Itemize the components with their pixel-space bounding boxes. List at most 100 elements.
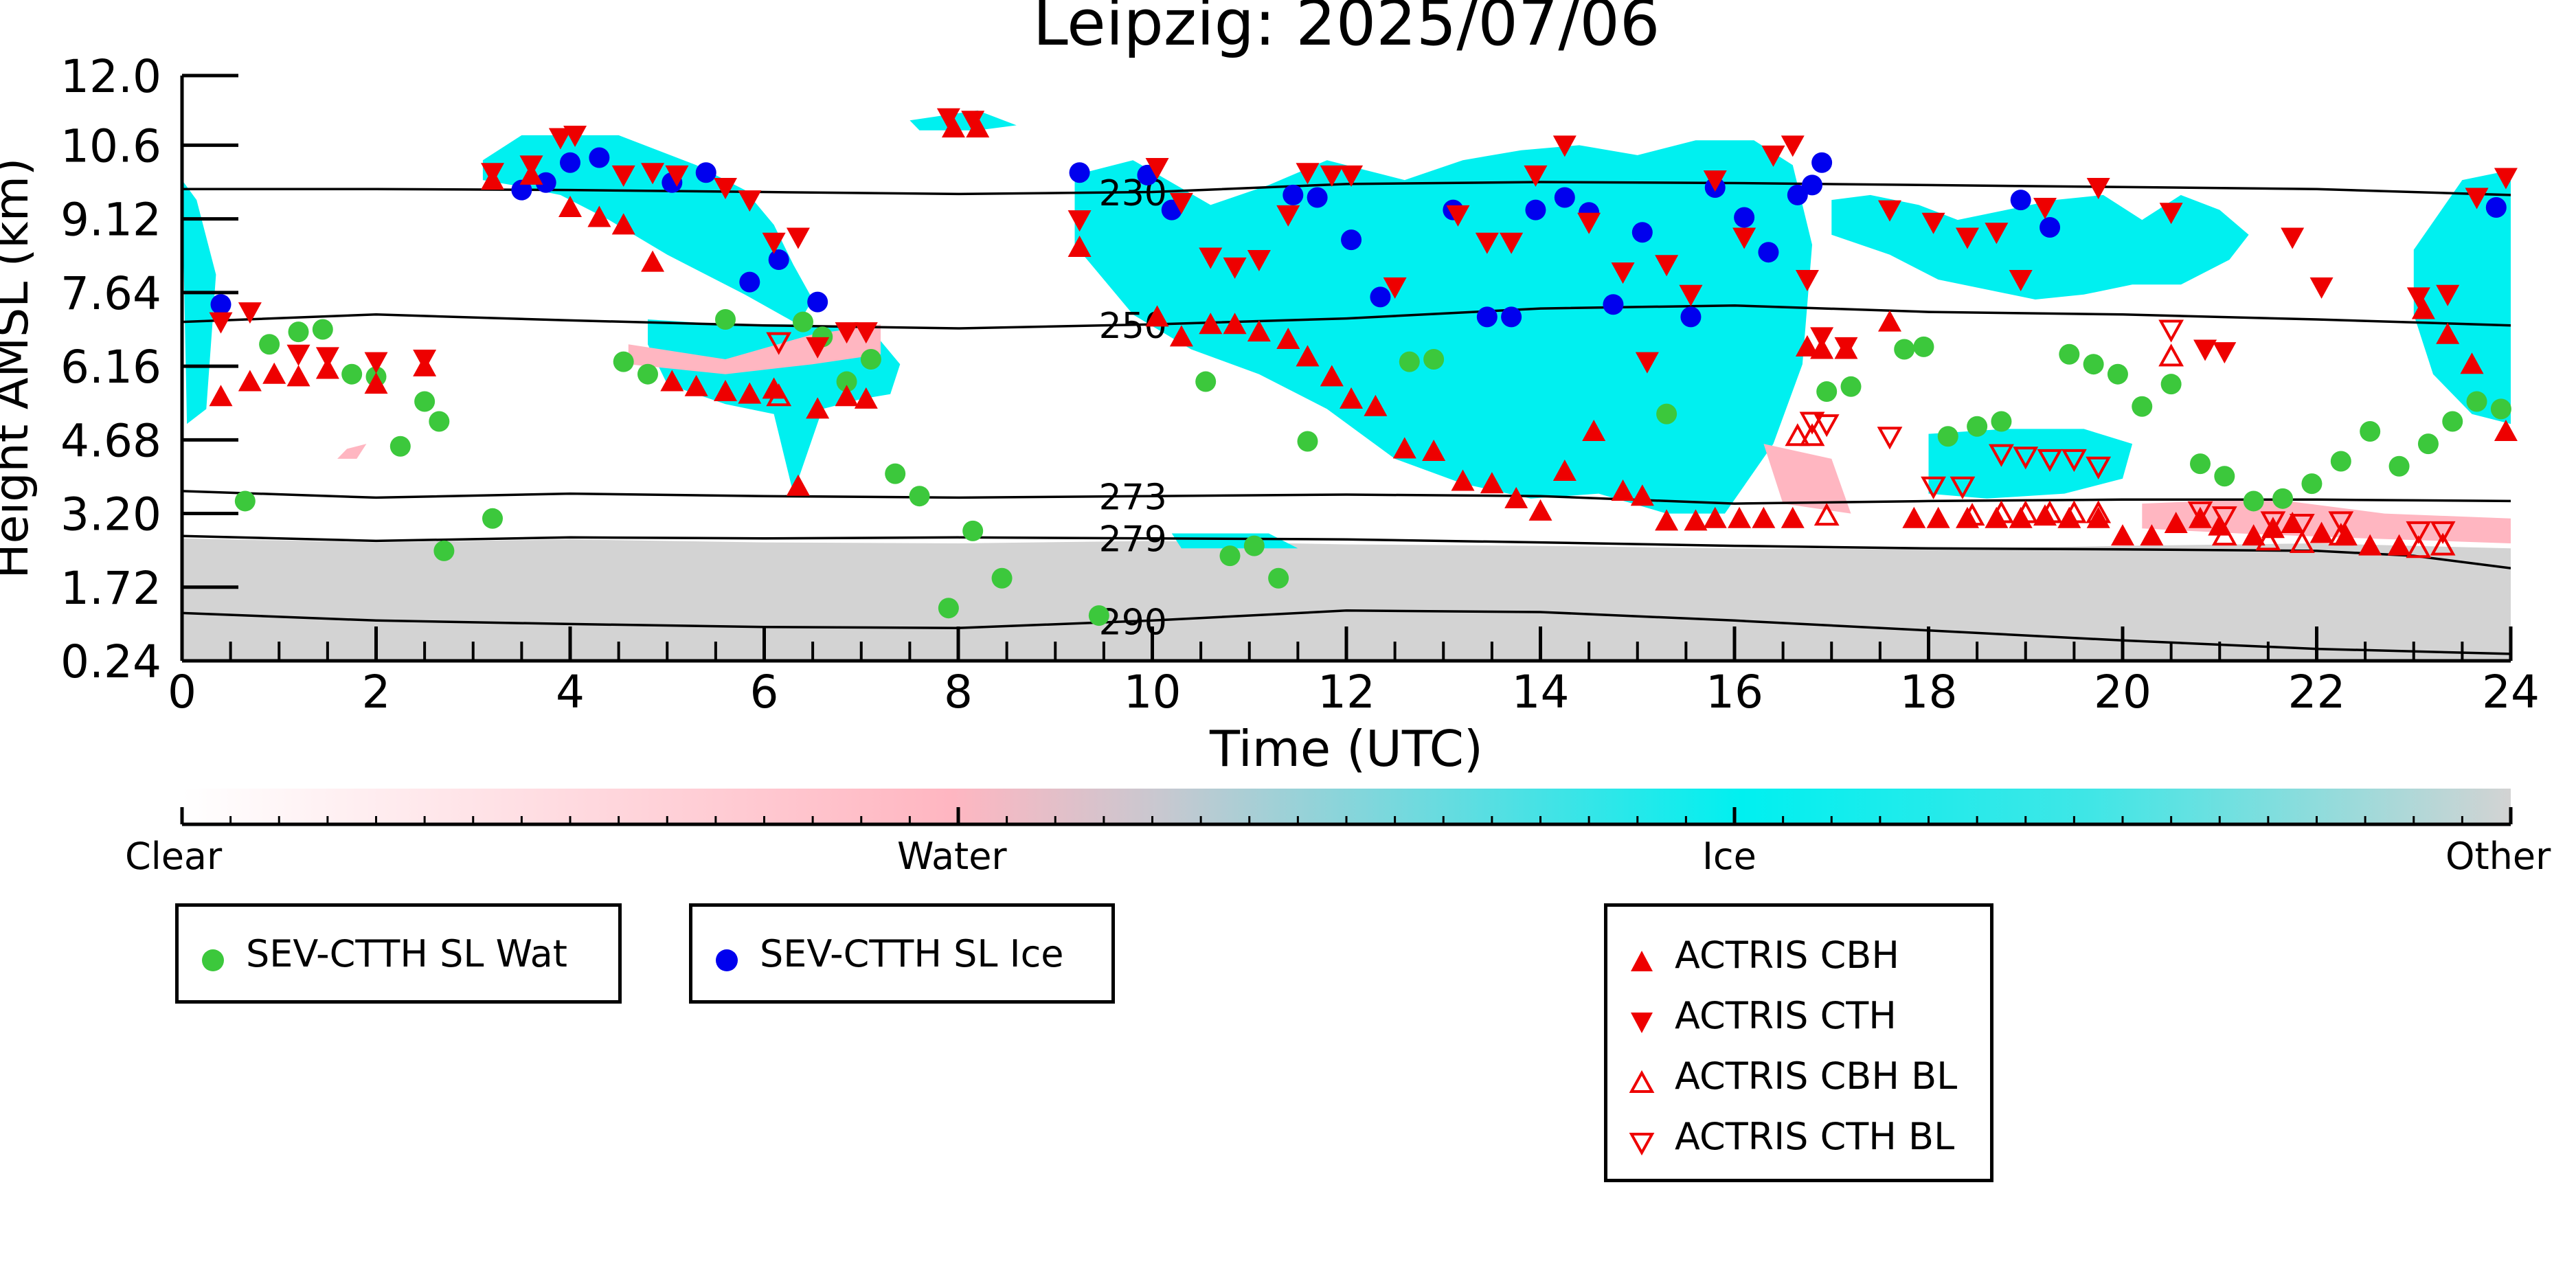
legend-label: ACTRIS CBH	[1675, 933, 1899, 977]
x-tick-label: 10	[1124, 666, 1182, 719]
sev-marker	[1307, 187, 1328, 208]
cbh-marker	[854, 387, 878, 409]
y-tick-label: 9.12	[60, 194, 161, 247]
cth-marker	[1199, 247, 1223, 269]
cth-marker	[1834, 337, 1858, 359]
cbh-bl-marker	[2086, 500, 2112, 523]
sev-marker	[2243, 490, 2264, 512]
cth-marker	[2009, 270, 2033, 292]
colorbar-label-clear: Clear	[125, 835, 223, 878]
cbh-marker	[1145, 305, 1169, 327]
y-tick-label: 7.64	[60, 267, 161, 320]
legend-item: ACTRIS CTH	[1628, 993, 1897, 1037]
cbh-marker	[2164, 512, 2188, 534]
sev-marker	[2190, 453, 2211, 475]
sev-marker	[2132, 396, 2153, 417]
sev-marker	[259, 334, 280, 355]
cth-bl-marker	[2328, 511, 2354, 534]
x-axis-label: Time (UTC)	[1209, 720, 1483, 778]
legend-label: ACTRIS CTH	[1675, 993, 1897, 1037]
contour-label: 290	[1099, 602, 1167, 643]
x-tick-label: 12	[1318, 666, 1375, 719]
sev-marker	[1370, 286, 1391, 308]
cbh-marker	[1703, 506, 1727, 528]
triangle-up-open-icon	[1628, 1062, 1656, 1093]
cth-marker	[2086, 178, 2110, 200]
sev-marker	[429, 411, 450, 432]
triangle-down-icon	[1628, 1002, 1656, 1033]
sev-marker	[991, 567, 1013, 589]
cth-marker	[1703, 170, 1727, 192]
sev-marker	[938, 598, 959, 619]
cbh-marker	[1781, 506, 1805, 528]
cth-marker	[1169, 192, 1193, 214]
x-tick-label: 2	[362, 666, 391, 719]
cth-marker	[1761, 145, 1785, 167]
cth-marker	[519, 155, 543, 177]
cbh-bl-marker	[1785, 423, 1811, 447]
region-ice	[909, 110, 1017, 131]
cth-marker	[2213, 342, 2237, 364]
cth-marker	[1956, 227, 1979, 249]
sev-marker	[312, 319, 333, 340]
contour-line	[182, 304, 2511, 330]
cbh-marker	[714, 380, 737, 402]
cbh-marker	[762, 377, 786, 399]
sev-marker	[2417, 433, 2439, 455]
cbh-marker	[1276, 327, 1300, 349]
sev-marker	[1937, 426, 1958, 447]
sev-marker	[2330, 451, 2351, 472]
legend-sev-wat: SEV-CTTH SL Wat	[175, 903, 622, 1004]
sev-marker	[1603, 294, 1624, 315]
cth-marker	[209, 312, 233, 334]
green-circle-icon	[199, 940, 227, 971]
cbh-marker	[1340, 387, 1364, 409]
cth-marker	[786, 227, 810, 249]
cbh-bl-marker	[2289, 530, 2315, 554]
sev-marker	[1631, 222, 1653, 243]
sev-marker	[210, 294, 231, 315]
sev-marker	[1088, 605, 1109, 626]
x-tick-label: 20	[2094, 666, 2151, 719]
cbh-marker	[835, 385, 859, 407]
legend-item: SEV-CTTH SL Ice	[713, 932, 1064, 975]
legend-item: SEV-CTTH SL Wat	[199, 931, 567, 975]
cbh-marker	[1902, 506, 1926, 528]
legend-sev-ice: SEV-CTTH SL Ice	[689, 903, 1115, 1004]
colorbar-label-ice: Ice	[1702, 835, 1756, 878]
cbh-marker	[966, 116, 990, 138]
cth-marker	[1732, 227, 1756, 249]
contour-line	[182, 490, 2511, 505]
cbh-marker	[2411, 297, 2435, 319]
sev-marker	[1297, 431, 1318, 452]
sev-marker	[1476, 306, 1498, 328]
cth-bl-marker	[2289, 514, 2315, 537]
cth-marker	[1552, 135, 1577, 157]
sev-marker	[909, 486, 930, 507]
sev-marker	[1423, 348, 1445, 370]
cbh-marker	[238, 370, 262, 392]
sev-marker	[414, 391, 436, 412]
cth-marker	[315, 347, 339, 369]
cth-bl-marker	[1799, 411, 1825, 435]
cth-marker	[611, 165, 635, 187]
legend-label: SEV-CTTH SL Wat	[246, 931, 567, 975]
cbh-marker	[1611, 479, 1635, 501]
cth-marker	[961, 111, 985, 133]
sev-marker	[2442, 411, 2463, 432]
cth-bl-marker	[2086, 456, 2112, 479]
cbh-bl-marker	[2013, 500, 2039, 523]
cth-bl-marker	[2013, 447, 2039, 470]
sev-marker	[234, 490, 256, 512]
sev-marker	[1787, 184, 1808, 205]
sev-marker	[2490, 398, 2511, 420]
cbh-marker	[806, 397, 830, 419]
cth-bl-marker	[2061, 449, 2087, 472]
cth-marker	[2465, 188, 2489, 210]
sev-marker	[341, 363, 363, 385]
chart-title: Leipzig: 2025/07/06	[1033, 0, 1660, 60]
cbh-bl-marker	[766, 383, 792, 407]
sev-marker	[715, 309, 736, 330]
sev-marker	[2272, 488, 2294, 509]
sev-marker	[1967, 416, 1988, 437]
